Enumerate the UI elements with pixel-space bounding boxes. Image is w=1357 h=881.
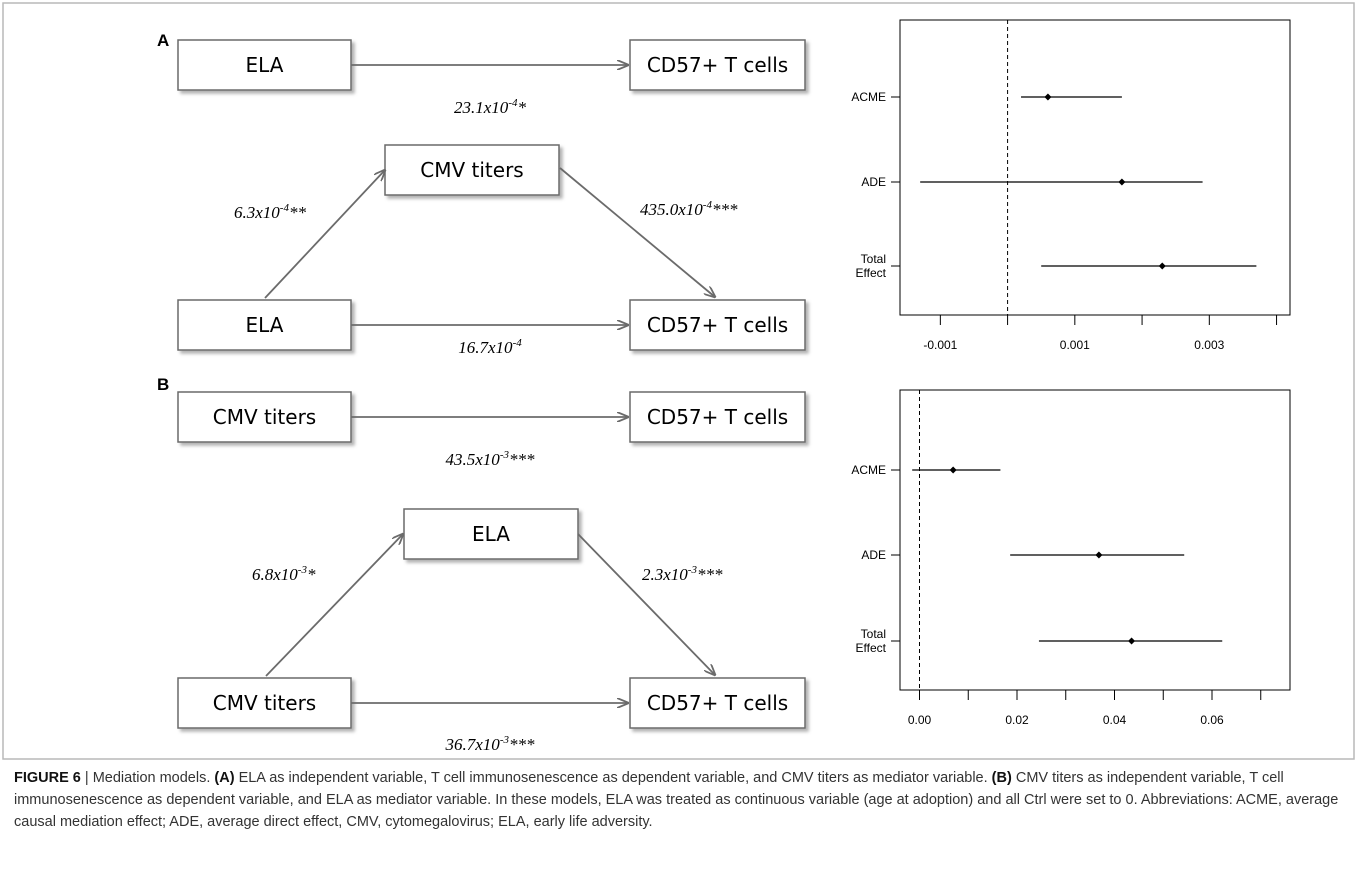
plot-b-plot-area (899, 389, 1291, 691)
panel-b-top-coef: 43.5x10-3*** (446, 449, 535, 469)
figure-frame (2, 2, 1355, 760)
panel-b-path-c-coef: 36.7x10-3*** (445, 734, 535, 754)
plot-a-plot-area (899, 19, 1291, 316)
plot-a-category-label: Total Effect (856, 252, 887, 280)
plot-b-category-label: ACME (851, 463, 886, 477)
panel-b-top-to-box (629, 391, 806, 443)
panel-b-path-a-arrow (265, 534, 403, 677)
panel-b-letter: B (157, 375, 169, 394)
plot-a-estimate-point (1118, 178, 1126, 186)
panel-b-mediator-label: ELA (472, 522, 510, 546)
plot-a-x-tick-label: 0.003 (1194, 338, 1224, 352)
panel-a-top-coef: 23.1x10-4* (454, 97, 526, 117)
panel-a-mediator-box (384, 144, 560, 196)
panel-a-top-to-label: CD57+ T cells (647, 53, 788, 77)
panel-a: A ELA CD57+ T cells 23.1x10-4* CMV titer… (157, 31, 806, 357)
plot-a-estimate-point (1158, 262, 1166, 270)
panel-b-top-from-box (177, 391, 352, 443)
caption-text-2: ELA as independent variable, T cell immu… (234, 770, 992, 786)
panel-b: B CMV titers CD57+ T cells 43.5x10-3*** … (157, 375, 806, 754)
plot-b-category-label: ADE (861, 548, 886, 562)
plot-a-x-tick-label: -0.001 (923, 338, 957, 352)
panel-a-path-c-coef: 16.7x10-4 (458, 337, 522, 357)
panel-b-path-b-arrow (577, 533, 715, 675)
panel-a-top-from-label: ELA (246, 53, 284, 77)
panel-b-left-box (177, 677, 352, 729)
caption-text-1: Mediation models. (92, 770, 215, 786)
plot-b-category-label: Total Effect (856, 627, 887, 655)
panel-b-path-a-coef: 6.8x10-3* (252, 564, 316, 584)
panel-b-path-b-coef: 2.3x10-3*** (642, 564, 723, 584)
panel-a-top-to-box (629, 39, 806, 91)
panel-b-right-box (629, 677, 806, 729)
plot-b-estimate-point (949, 466, 957, 474)
caption-bold-a: (A) (214, 770, 235, 786)
panel-a-path-b-arrow (559, 167, 715, 297)
panel-a-top-from-box (177, 39, 352, 91)
plot-b-x-tick-label: 0.06 (1200, 713, 1224, 727)
plot-b-estimate-point (1128, 637, 1136, 645)
panel-a-path-b-coef: 435.0x10-4*** (640, 199, 738, 219)
panel-a-path-a-arrow (264, 170, 385, 299)
plot-b-x-tick-label: 0.00 (908, 713, 932, 727)
panel-a-path-a-coef: 6.3x10-4** (234, 202, 306, 222)
forest-plot-b: 0.00 0.02 0.04 0.06 ACME ADE Total Effect (851, 389, 1291, 727)
panel-a-mediator-label: CMV titers (420, 158, 523, 182)
plot-a-category-label: ACME (851, 90, 886, 104)
plot-a-category-label: ADE (861, 175, 886, 189)
plot-b-x-tick-label: 0.04 (1103, 713, 1127, 727)
panel-b-left-label: CMV titers (213, 691, 316, 715)
panel-b-right-label: CD57+ T cells (647, 691, 788, 715)
caption-figure-label: FIGURE 6 (14, 770, 81, 786)
panel-a-left-label: ELA (246, 313, 284, 337)
caption-text-3: CMV titers as independent variable, T ce… (14, 770, 1339, 830)
caption-separator: | (80, 770, 93, 786)
plot-a-x-tick-label: 0.001 (1060, 338, 1090, 352)
panel-b-top-to-label: CD57+ T cells (647, 405, 788, 429)
caption-bold-b: (B) (991, 770, 1012, 786)
figure-caption: FIGURE 6 | Mediation models. (A) ELA as … (14, 767, 1339, 833)
panel-b-top-from-label: CMV titers (213, 405, 316, 429)
plot-b-x-tick-label: 0.02 (1005, 713, 1029, 727)
forest-plot-a: -0.001 0.001 0.003 ACME ADE Total Effect (851, 19, 1291, 352)
panel-a-right-label: CD57+ T cells (647, 313, 788, 337)
plot-a-estimate-point (1044, 93, 1052, 101)
plot-b-estimate-point (1095, 551, 1103, 559)
panel-a-letter: A (157, 31, 169, 50)
panel-a-right-box (629, 299, 806, 351)
